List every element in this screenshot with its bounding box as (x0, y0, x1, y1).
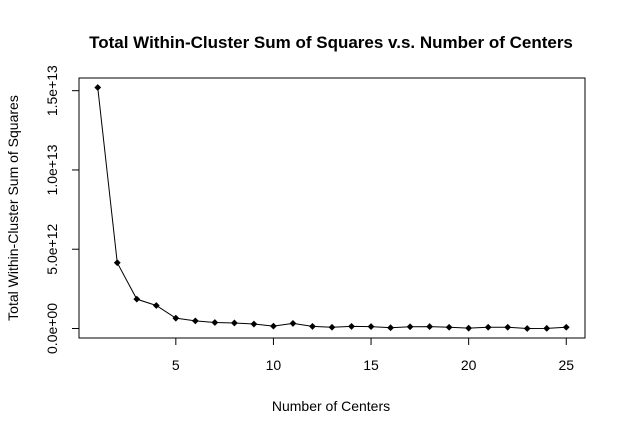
data-point (445, 323, 453, 331)
data-point (426, 323, 434, 330)
data-point (211, 319, 219, 326)
data-point (562, 323, 570, 331)
data-point (465, 324, 473, 332)
x-tick-label: 10 (266, 357, 282, 373)
y-tick-label: 1.0e+13 (44, 144, 60, 195)
x-tick-label: 25 (558, 357, 574, 373)
data-point (289, 320, 297, 327)
series-line (97, 87, 567, 329)
data-point (270, 322, 277, 330)
data-point (367, 323, 375, 330)
data-point (484, 323, 492, 331)
y-tick-label: 0.0e+00 (44, 303, 60, 354)
data-point (113, 259, 121, 267)
data-point (191, 317, 199, 325)
data-point (387, 324, 394, 332)
data-point (152, 302, 160, 309)
y-tick-label: 5.0e+12 (44, 224, 60, 275)
x-tick-label: 5 (172, 357, 180, 373)
data-point (133, 295, 141, 303)
data-point (94, 84, 102, 91)
y-axis: 0.0e+00 5.0e+12 1.0e+13 1.5e+13 (44, 65, 80, 354)
data-point (328, 323, 336, 331)
x-tick-label: 20 (461, 357, 477, 373)
data-point (309, 323, 316, 330)
data-point (543, 324, 551, 332)
data-point (250, 320, 258, 328)
data-point (172, 314, 180, 322)
chart-title: Total Within-Cluster Sum of Squares v.s.… (89, 33, 573, 52)
data-point (348, 323, 355, 330)
data-point (230, 319, 238, 327)
x-axis-label: Number of Centers (272, 398, 390, 414)
x-axis: 5 10 15 20 25 (172, 337, 574, 373)
data-point (406, 323, 414, 331)
data-point (504, 323, 512, 331)
x-tick-label: 15 (363, 357, 379, 373)
y-tick-label: 1.5e+13 (44, 65, 60, 116)
data-series (94, 84, 570, 332)
y-axis-label: Total Within-Cluster Sum of Squares (5, 95, 21, 321)
plot-frame (78, 77, 586, 339)
data-point (523, 325, 531, 332)
